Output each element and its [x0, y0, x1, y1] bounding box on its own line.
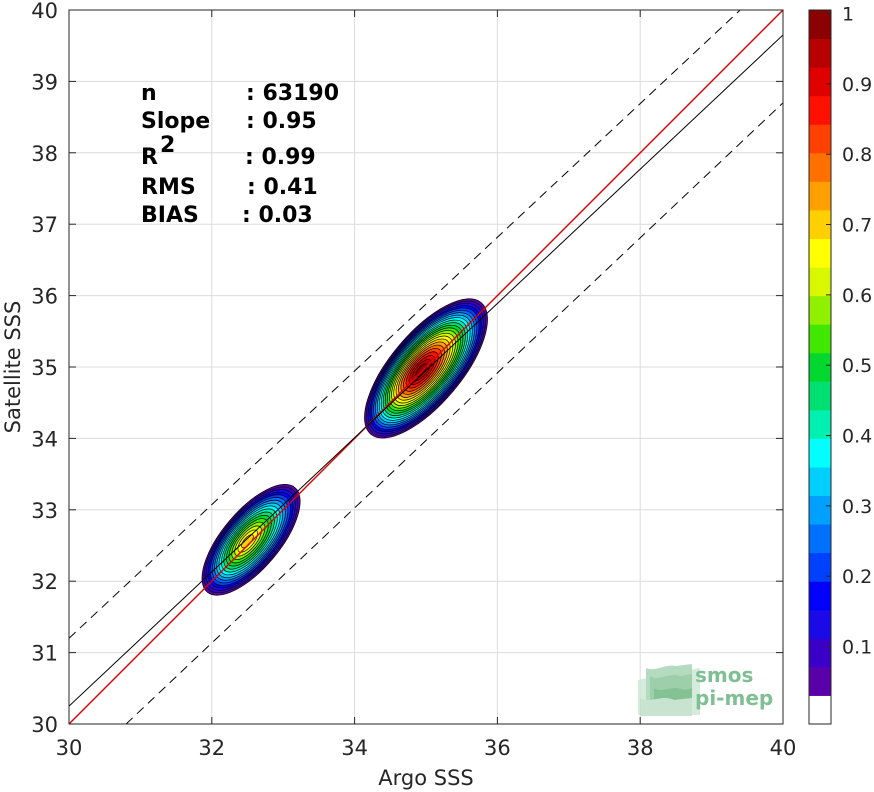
colorbar-tick-label: 0.6	[842, 285, 872, 307]
colorbar-segment	[809, 295, 831, 325]
identity-line	[69, 10, 783, 724]
stat-value: : 0.99	[245, 145, 316, 170]
colorbar-segment	[809, 152, 831, 182]
colorbar-segment	[809, 695, 831, 725]
stat-superscript: 2	[160, 133, 175, 158]
colorbar-segment	[809, 38, 831, 68]
y-axis-ticks: 30 31 32 33 34 35 36 37 38 39 40	[31, 0, 783, 737]
colorbar-tick-label: 0.1	[842, 637, 872, 659]
stat-label: Slope	[141, 109, 210, 134]
colorbar-segment	[809, 267, 831, 297]
colorbar-segment	[809, 10, 831, 40]
y-tick-label: 31	[31, 642, 58, 666]
colorbar-segment	[809, 609, 831, 639]
colorbar-segment	[809, 638, 831, 668]
colorbar-segment	[809, 124, 831, 154]
colorbar-segment	[809, 438, 831, 468]
grid-lines	[68, 9, 784, 725]
x-tick-label: 40	[770, 736, 797, 760]
y-tick-label: 33	[31, 499, 58, 523]
y-tick-label: 39	[31, 70, 58, 94]
colorbar-segment	[809, 352, 831, 382]
colorbar-segment	[809, 524, 831, 554]
logo-text-pi-mep: pi-mep	[695, 686, 773, 710]
colorbar-segment	[809, 466, 831, 497]
stat-label: n	[141, 81, 157, 106]
lower-bound-line	[125, 102, 783, 724]
colorbar-tick-label: 0.4	[842, 426, 872, 448]
colorbar-segment	[809, 552, 831, 582]
fit-lines	[69, 10, 783, 724]
x-axis-label: Argo SSS	[378, 766, 473, 790]
colorbar-ticks: 0.1 0.2 0.3 0.4 0.5 0.6 0.7 0.8 0.9 1	[826, 4, 872, 659]
colorbar-frame	[808, 9, 832, 725]
colorbar-segment	[809, 581, 831, 611]
x-tick-label: 36	[484, 736, 511, 760]
y-tick-label: 30	[31, 713, 58, 737]
logo-text-smos: smos	[695, 663, 753, 687]
colorbar-segment	[809, 666, 831, 696]
colorbar-tick-label: 0.2	[842, 566, 872, 588]
upper-bound-line	[69, 10, 741, 639]
colorbar-segment	[809, 238, 831, 268]
y-tick-label: 34	[31, 427, 58, 451]
colorbar-segment	[809, 409, 831, 439]
x-tick-label: 38	[627, 736, 654, 760]
statistics-box: n : 63190 Slope : 0.95 R 2 : 0.99 RMS : 0.41 BIAS…	[141, 81, 339, 228]
x-tick-label: 30	[56, 736, 83, 760]
colorbar	[808, 9, 832, 725]
colorbar-tick-label: 1	[842, 4, 854, 26]
y-tick-label: 40	[31, 0, 58, 23]
y-tick-label: 38	[31, 142, 58, 166]
x-tick-label: 32	[198, 736, 225, 760]
smos-pi-mep-logo: smos pi-mep	[638, 663, 773, 716]
y-tick-label: 32	[31, 570, 58, 594]
stat-value: : 0.95	[246, 109, 317, 134]
y-tick-label: 37	[31, 213, 58, 237]
y-axis-label: Satellite SSS	[1, 301, 25, 434]
x-tick-label: 34	[341, 736, 368, 760]
stat-label: BIAS	[141, 203, 199, 228]
regression-line	[69, 34, 783, 707]
colorbar-segment	[809, 324, 831, 354]
stat-label: R	[141, 145, 158, 170]
colorbar-segment	[809, 95, 831, 125]
colorbar-tick-label: 0.9	[842, 74, 872, 96]
y-tick-label: 35	[31, 356, 58, 380]
colorbar-tick-label: 0.5	[842, 355, 872, 377]
x-axis-ticks: 30 32 34 36 38 40	[56, 10, 797, 760]
stat-value: : 0.41	[247, 175, 318, 200]
colorbar-segment	[809, 67, 831, 97]
stat-label: RMS	[141, 175, 196, 200]
colorbar-segment	[809, 495, 831, 525]
colorbar-tick-label: 0.3	[842, 496, 872, 518]
colorbar-tick-label: 0.7	[842, 215, 872, 237]
wave-logo-icon	[638, 664, 700, 716]
stat-value: : 0.03	[242, 203, 313, 228]
y-tick-label: 36	[31, 285, 58, 309]
colorbar-segment	[809, 381, 831, 411]
stat-value: : 63190	[246, 81, 339, 106]
colorbar-segment	[809, 181, 831, 211]
colorbar-tick-label: 0.8	[842, 144, 872, 166]
colorbar-segment	[809, 209, 831, 239]
